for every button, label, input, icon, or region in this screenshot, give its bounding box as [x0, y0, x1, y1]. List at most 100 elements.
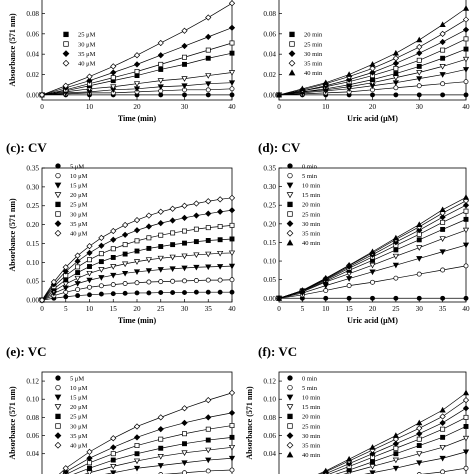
x-tick-label: 0: [40, 305, 44, 313]
data-point: [392, 49, 399, 56]
legend-label: 25 min: [302, 211, 321, 218]
data-point: [229, 40, 235, 46]
data-point: [98, 291, 104, 297]
data-point: [205, 277, 211, 283]
legend-label: 15 min: [302, 404, 321, 411]
data-point: [393, 65, 399, 71]
legend-marker: [286, 239, 294, 246]
series-layer: [38, 194, 236, 304]
data-point: [205, 87, 211, 93]
data-point: [133, 434, 141, 441]
data-point: [193, 212, 200, 219]
y-tick-label: 0.10: [263, 258, 276, 266]
y-tick-label: 0.08: [26, 10, 39, 18]
x-tick-label: 35: [439, 305, 447, 313]
data-point: [133, 259, 141, 265]
legend-label: 25 μM: [70, 414, 88, 421]
data-point: [440, 434, 446, 440]
data-point: [193, 278, 199, 283]
data-point: [205, 81, 212, 87]
y-axis-label: Absorbance (571 nm): [8, 198, 17, 272]
data-point: [205, 414, 212, 421]
data-point: [110, 246, 116, 252]
y-tick-label: 0.35: [263, 165, 276, 173]
data-point: [393, 71, 399, 76]
y-tick-label: 0.30: [26, 183, 39, 191]
x-tick-label: 10: [322, 103, 330, 111]
data-point: [181, 405, 188, 412]
data-point: [439, 30, 446, 37]
data-point: [369, 464, 376, 470]
data-point: [158, 445, 164, 451]
data-point: [182, 54, 187, 60]
data-point: [87, 264, 92, 269]
legend-marker: [288, 69, 296, 76]
y-axis-label: Absorbance (571 nm): [8, 13, 17, 87]
data-point: [146, 279, 152, 285]
panel-label: (d): CV: [258, 140, 301, 155]
data-point: [205, 289, 211, 295]
data-point: [462, 435, 470, 442]
x-tick-label: 25: [392, 305, 400, 313]
series-layer: [58, 389, 236, 474]
chart-panel-e: 0.04 0.06 0.08 0.10 0.12 Absorbance (571 nm) (…: [6, 344, 236, 474]
data-point: [205, 55, 211, 61]
y-tick-label: 0.00: [26, 297, 39, 305]
data-point: [181, 214, 188, 221]
data-point: [369, 269, 376, 276]
legend-label: 35 min: [304, 61, 323, 68]
data-point: [416, 63, 422, 69]
legend-label: 30 min: [302, 221, 321, 228]
data-point: [62, 468, 69, 474]
legend-marker: [287, 172, 293, 179]
data-point: [369, 444, 376, 450]
legend-marker: [286, 182, 294, 189]
legend-label: 25 min: [304, 41, 323, 48]
legend-label: 40 min: [302, 452, 321, 459]
chart-panel-b: 0.00 0.02 0.04 0.06 0.08 0 10 20 30 40 Uric acid (…: [263, 0, 470, 123]
data-point: [63, 277, 69, 283]
data-point: [392, 457, 399, 464]
data-point: [205, 198, 212, 205]
data-point: [110, 282, 116, 288]
data-point: [462, 56, 470, 63]
data-point: [369, 470, 376, 474]
legend-marker: [287, 211, 293, 217]
data-point: [416, 443, 422, 448]
data-point: [145, 223, 152, 230]
data-point: [205, 225, 211, 231]
legend-label: 20 min: [304, 32, 323, 39]
data-point: [157, 39, 164, 47]
data-point: [182, 470, 187, 474]
legend-label: 25 μM: [70, 202, 88, 209]
y-tick-label: 0.15: [26, 240, 39, 248]
data-point: [217, 208, 224, 215]
legend: 0 min 5 min 10 min 15 min 20 min 25 min 30 min…: [286, 163, 321, 247]
data-point: [416, 50, 423, 57]
data-point: [182, 441, 187, 447]
y-tick-label: 0.25: [26, 202, 39, 210]
data-point: [181, 202, 188, 209]
panel-label: (f): VC: [258, 344, 297, 359]
data-point: [463, 465, 469, 471]
data-point: [463, 295, 469, 301]
data-point: [462, 397, 470, 404]
data-point: [74, 252, 81, 259]
legend-label: 40 min: [304, 70, 323, 77]
data-point: [122, 270, 129, 277]
legend-label: 30 min: [304, 51, 323, 58]
y-axis-label: Absorbance (571 nm): [245, 386, 254, 460]
data-point: [158, 244, 164, 249]
data-point: [416, 57, 422, 63]
data-point: [134, 451, 140, 457]
data-point: [38, 91, 46, 99]
legend-label: 0 min: [302, 375, 318, 382]
data-point: [110, 84, 117, 91]
legend-label: 35 min: [302, 443, 321, 450]
legend-marker: [55, 172, 61, 179]
data-point: [62, 268, 69, 275]
data-point: [169, 266, 176, 273]
series-line: [163, 469, 233, 474]
y-tick-label: 0.10: [263, 396, 276, 404]
